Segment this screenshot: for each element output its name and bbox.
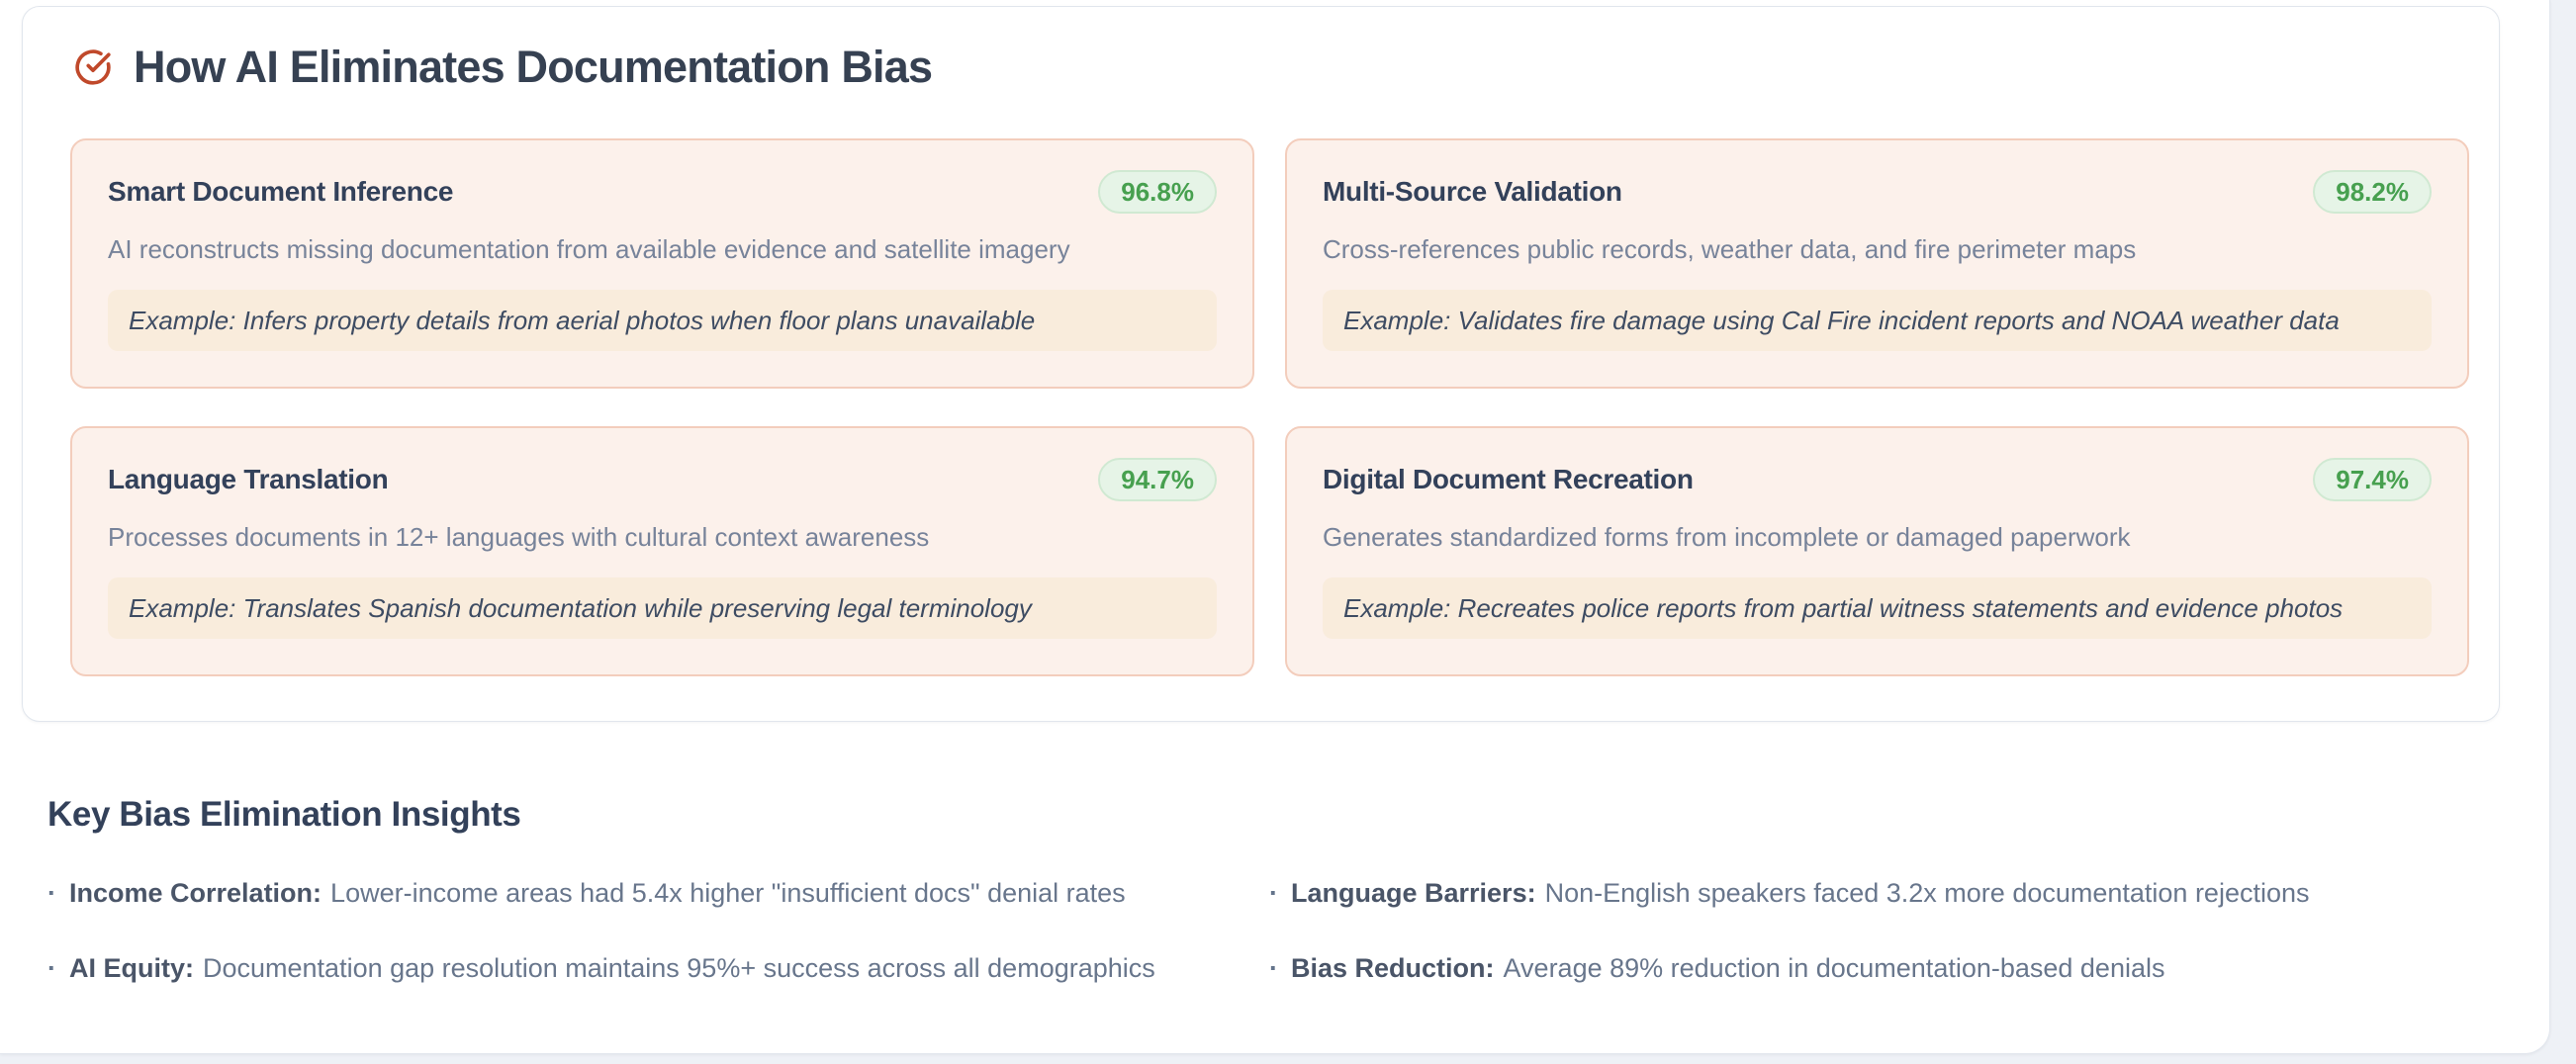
insight-text: Documentation gap resolution maintains 9…	[203, 953, 1155, 983]
accuracy-badge: 97.4%	[2313, 458, 2432, 501]
feature-card-header: Multi-Source Validation 98.2%	[1323, 170, 2432, 214]
feature-cards-grid: Smart Document Inference 96.8% AI recons…	[70, 138, 2469, 676]
accuracy-badge: 94.7%	[1098, 458, 1217, 501]
bullet-icon: ·	[1269, 878, 1278, 908]
bullet-icon: ·	[47, 878, 56, 908]
insight-text: Average 89% reduction in documentation-b…	[1503, 953, 2165, 983]
feature-card-digital-document-recreation: Digital Document Recreation 97.4% Genera…	[1285, 426, 2469, 676]
insight-label: AI Equity:	[69, 953, 194, 983]
feature-description: Generates standardized forms from incomp…	[1323, 522, 2131, 552]
feature-card-multi-source-validation: Multi-Source Validation 98.2% Cross-refe…	[1285, 138, 2469, 389]
feature-title: Digital Document Recreation	[1323, 464, 1694, 494]
feature-card-header: Digital Document Recreation 97.4%	[1323, 458, 2432, 501]
feature-description: Processes documents in 12+ languages wit…	[108, 522, 930, 552]
feature-example: Example: Infers property details from ae…	[108, 290, 1217, 351]
accuracy-badge: 96.8%	[1098, 170, 1217, 214]
insight-text: Lower-income areas had 5.4x higher "insu…	[330, 878, 1126, 908]
feature-example: Example: Recreates police reports from p…	[1323, 577, 2432, 639]
insight-text: Non-English speakers faced 3.2x more doc…	[1544, 878, 2310, 908]
feature-title: Multi-Source Validation	[1323, 176, 1622, 207]
section-title: How AI Eliminates Documentation Bias	[134, 42, 933, 92]
feature-card-smart-document-inference: Smart Document Inference 96.8% AI recons…	[70, 138, 1254, 389]
feature-example: Example: Translates Spanish documentatio…	[108, 577, 1217, 639]
insight-label: Language Barriers:	[1291, 878, 1536, 908]
feature-example: Example: Validates fire damage using Cal…	[1323, 290, 2432, 351]
feature-card-header: Smart Document Inference 96.8%	[108, 170, 1217, 214]
insight-bias-reduction: · Bias Reduction: Average 89% reduction i…	[1269, 951, 2511, 985]
insight-label: Bias Reduction:	[1291, 953, 1495, 983]
feature-title: Smart Document Inference	[108, 176, 454, 207]
ai-bias-section-card: How AI Eliminates Documentation Bias Sma…	[22, 6, 2500, 722]
insights-heading: Key Bias Elimination Insights	[47, 795, 521, 834]
check-circle-icon	[75, 49, 111, 85]
feature-card-header: Language Translation 94.7%	[108, 458, 1217, 501]
bullet-icon: ·	[47, 953, 56, 983]
insight-label: Income Correlation:	[69, 878, 322, 908]
feature-card-language-translation: Language Translation 94.7% Processes doc…	[70, 426, 1254, 676]
accuracy-badge: 98.2%	[2313, 170, 2432, 214]
bullet-icon: ·	[1269, 953, 1278, 983]
feature-title: Language Translation	[108, 464, 389, 494]
insights-list: · Income Correlation: Lower-income areas …	[47, 876, 2511, 985]
insight-income-correlation: · Income Correlation: Lower-income areas …	[47, 876, 1269, 910]
feature-description: AI reconstructs missing documentation fr…	[108, 234, 1070, 264]
section-header: How AI Eliminates Documentation Bias	[23, 7, 2499, 94]
insight-ai-equity: · AI Equity: Documentation gap resolution…	[47, 951, 1269, 985]
feature-description: Cross-references public records, weather…	[1323, 234, 2137, 264]
insight-language-barriers: · Language Barriers: Non-English speakers…	[1269, 876, 2511, 910]
